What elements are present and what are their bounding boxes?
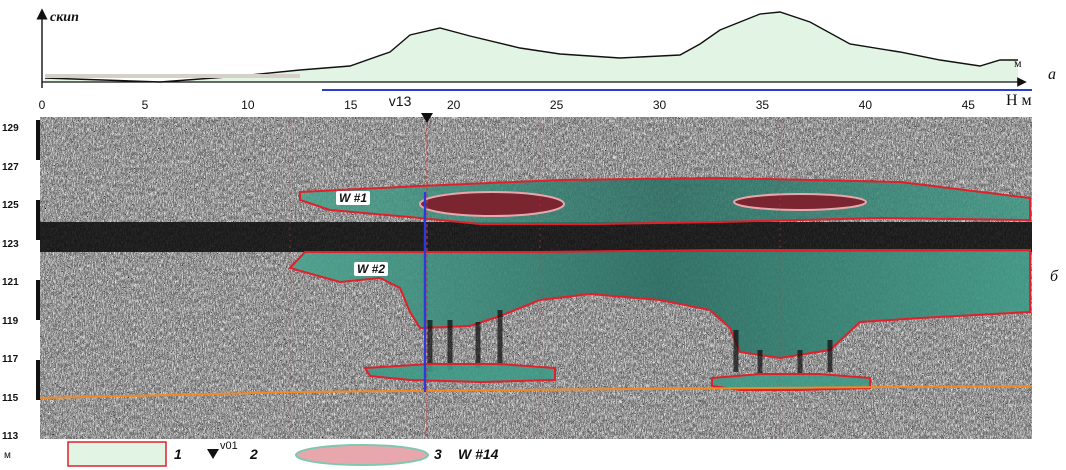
elevation-tick-label: 119	[2, 315, 19, 327]
radargram-panel	[36, 113, 1033, 439]
top-y-axis-label: скип	[50, 10, 79, 25]
legend-item-3-text: W #14	[458, 446, 499, 462]
zone-label-w2: W #2	[354, 262, 389, 276]
terrain-profile-area	[45, 12, 1018, 82]
distance-tick-label: 35	[755, 98, 770, 112]
lens-w1-left	[419, 191, 565, 217]
legend-item-3-number: 3	[434, 446, 442, 462]
elevation-tick-label: 127	[2, 161, 19, 173]
dark-band	[40, 222, 1032, 252]
legend-item-2-number: 2	[250, 446, 258, 462]
legend-zone-swatch	[67, 441, 167, 467]
panel-letter-b: б	[1050, 268, 1059, 285]
distance-tick-label: 5	[141, 98, 149, 112]
vertical-guides	[289, 120, 781, 438]
distance-axis-label: H м	[1006, 92, 1032, 109]
legend-item-1-number: 1	[174, 446, 182, 462]
elevation-unit: м	[4, 450, 11, 461]
baseline-shaded-strip	[45, 74, 300, 78]
top-x-unit: м	[1014, 56, 1022, 70]
elevation-tick-label: 125	[2, 200, 19, 211]
distance-tick-label: 40	[858, 98, 873, 112]
lens-w1-right	[733, 193, 867, 211]
orange-horizon	[39, 385, 1033, 399]
distance-tick-label: 10	[241, 98, 255, 112]
legend-item-2-text: v01	[220, 440, 238, 452]
panel-letter-a: а	[1048, 66, 1056, 83]
zone-lower-left	[363, 363, 556, 384]
distance-tick-label: 25	[549, 98, 564, 112]
legend-marker-triangle-icon	[207, 449, 219, 459]
distance-tick-label: 30	[652, 98, 667, 112]
top-profile-panel	[36, 8, 1032, 91]
distance-tick-label: 20	[446, 98, 461, 112]
marker-triangle-icon	[421, 113, 433, 123]
elevation-tick-label: 129	[2, 123, 19, 134]
elevation-tick-label: 115	[2, 392, 19, 404]
zone-label-w1: W #1	[336, 191, 371, 205]
terrain-profile-line	[44, 11, 1018, 83]
elevation-tick-label: 123	[2, 238, 19, 250]
distance-tick-label: 0	[38, 98, 46, 112]
elevation-tick-label: 121	[2, 277, 19, 288]
elevation-tick-label: 113	[2, 431, 19, 442]
distance-tick-label: 45	[961, 98, 975, 112]
legend	[67, 441, 429, 467]
legend-lens-ellipse	[295, 444, 429, 466]
zone-w2	[288, 249, 1031, 360]
elevation-tick-label: 117	[2, 354, 19, 365]
distance-tick-label: 15	[344, 98, 358, 112]
marker-label: v13	[388, 93, 412, 109]
